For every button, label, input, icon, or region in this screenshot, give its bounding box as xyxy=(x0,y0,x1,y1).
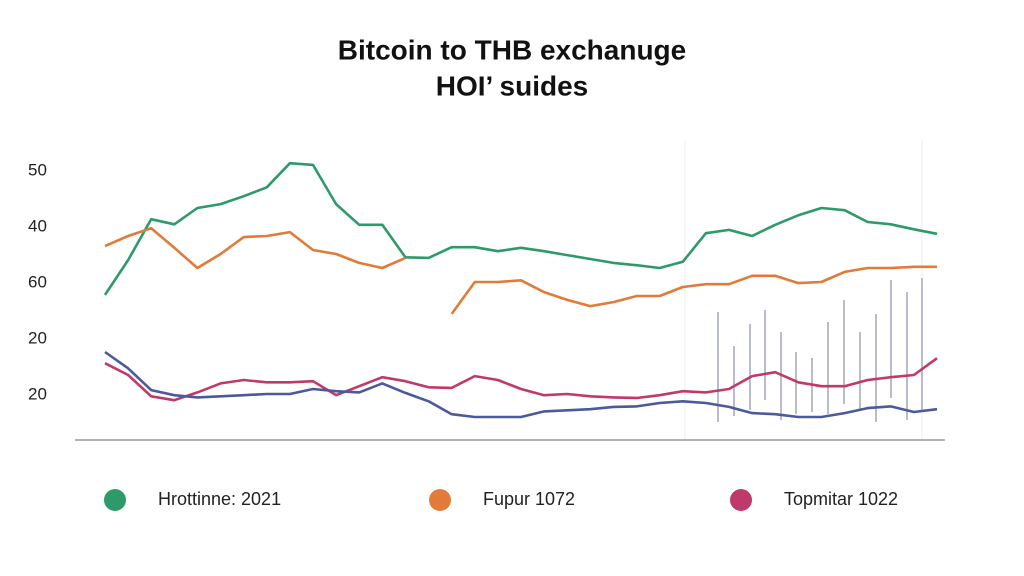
y-tick-label: 20 xyxy=(28,385,47,404)
series-line xyxy=(103,161,938,296)
y-tick-label: 40 xyxy=(28,217,47,236)
y-tick-label: 50 xyxy=(28,161,47,180)
chart-title: Bitcoin to THB exchanuge xyxy=(338,34,686,65)
legend-label: Fupur 1072 xyxy=(483,489,575,509)
y-tick-label: 20 xyxy=(28,329,47,348)
chart-subtitle: HOI’ suides xyxy=(436,70,589,101)
spikes xyxy=(717,278,923,422)
y-tick-label: 60 xyxy=(28,273,47,292)
legend-swatch xyxy=(429,489,451,511)
legend-label: Hrottinne: 2021 xyxy=(158,489,281,509)
legend-label: Topmitar 1022 xyxy=(784,489,898,509)
series-line xyxy=(104,226,937,315)
series-line xyxy=(104,350,938,419)
series-line xyxy=(104,357,938,402)
legend-swatch xyxy=(730,489,752,511)
legend-swatch xyxy=(104,489,126,511)
